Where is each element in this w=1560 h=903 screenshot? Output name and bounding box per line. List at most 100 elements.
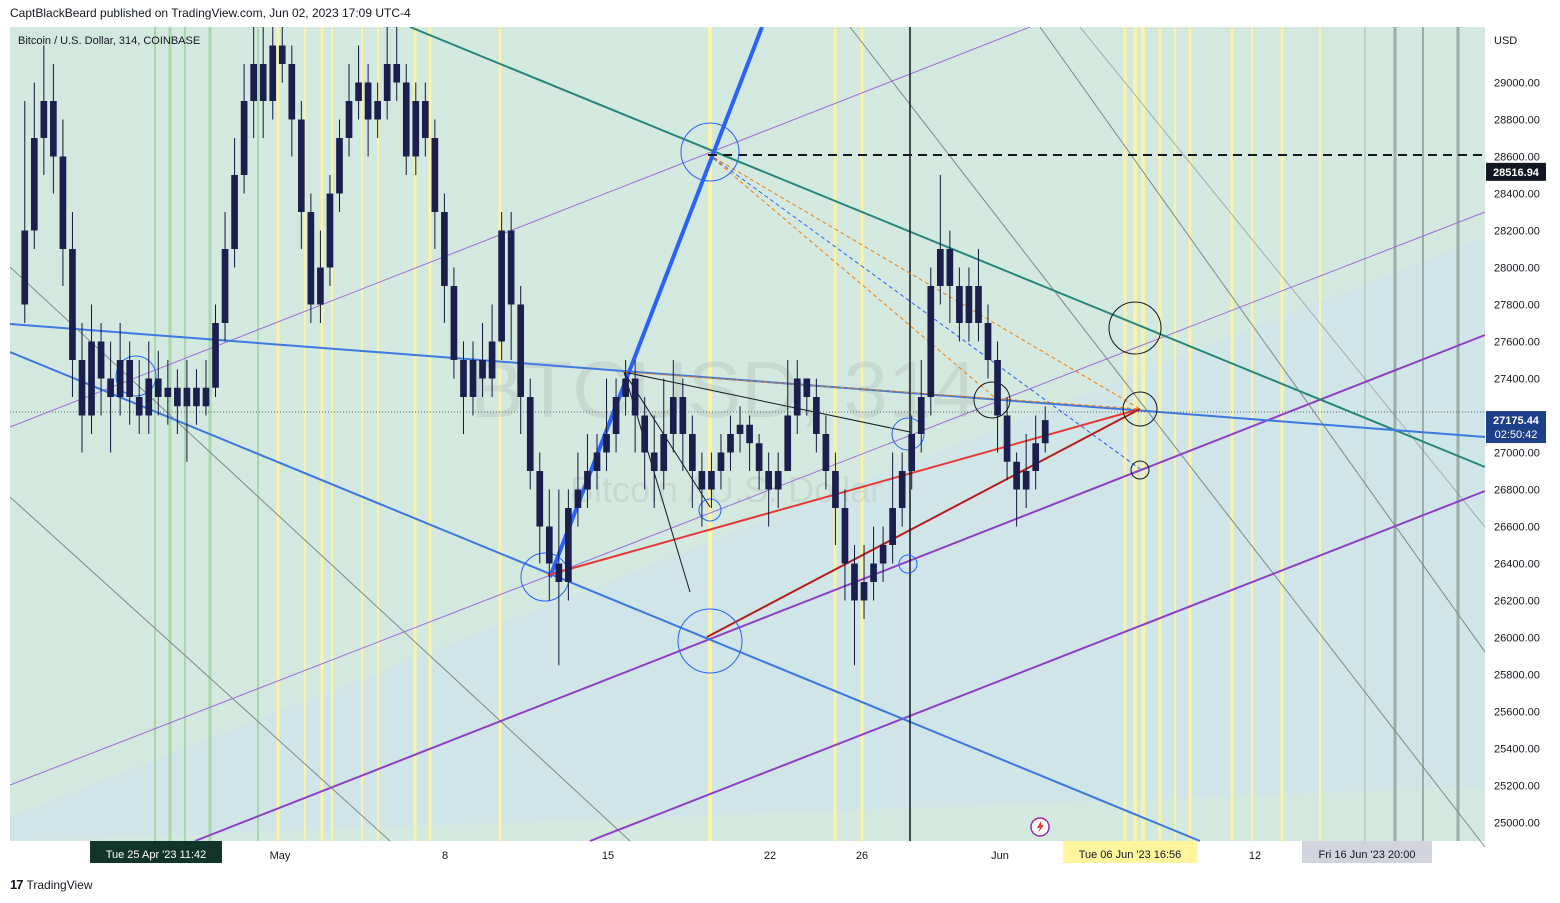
- candle: [593, 434, 601, 490]
- candle: [40, 45, 48, 175]
- price-tick-label: 25600.00: [1494, 707, 1540, 719]
- chart-area[interactable]: BTCUSD, 314 Bitcoin / U.S. Dollar: [10, 27, 1550, 867]
- candle-body: [708, 471, 715, 490]
- purple-line-1: [194, 334, 1486, 842]
- candle: [860, 545, 868, 619]
- price-labels: 28516.94 27175.44 02:50:42: [1486, 162, 1546, 444]
- chart-canvas[interactable]: BTCUSD, 314 Bitcoin / U.S. Dollar: [10, 27, 1550, 867]
- candle: [364, 64, 372, 157]
- candle-body: [956, 286, 963, 323]
- candle-body: [1013, 461, 1020, 490]
- candle: [736, 406, 744, 453]
- candle-body: [1041, 420, 1049, 444]
- candle: [21, 101, 29, 323]
- price-tick-label: 29000.00: [1494, 78, 1540, 90]
- price-tick-label: 28600.00: [1494, 152, 1540, 164]
- candle: [536, 452, 544, 564]
- level-price-box: [1486, 162, 1546, 181]
- candle: [345, 64, 353, 157]
- candle: [383, 27, 391, 120]
- grey-line-2: [10, 496, 391, 842]
- candle-body: [30, 138, 38, 231]
- candle: [622, 360, 629, 416]
- candle: [813, 378, 820, 453]
- candle: [231, 138, 238, 268]
- candle: [660, 378, 668, 490]
- candle: [326, 175, 334, 286]
- candle: [975, 249, 982, 342]
- candle: [669, 360, 677, 453]
- time-axis[interactable]: May 8 15 22 26 Jun 12 Tue 25 Apr '23 11:42 Tue 0…: [90, 841, 1432, 863]
- crosshair-date-label-box: [90, 841, 222, 863]
- current-price-label: 27175.44: [1493, 415, 1540, 427]
- candle-body: [460, 360, 467, 397]
- candle-body: [1032, 443, 1040, 471]
- candle: [879, 526, 887, 582]
- candle-body: [574, 489, 582, 508]
- candle: [822, 415, 830, 490]
- candle: [307, 193, 315, 323]
- lightning-icon[interactable]: [1030, 817, 1050, 837]
- candle-body: [631, 378, 639, 416]
- future-date-label-1-box: [1063, 841, 1197, 863]
- candle: [727, 415, 734, 471]
- candle: [288, 45, 296, 157]
- purple-thin-mid: [10, 211, 1486, 786]
- candle-body: [221, 249, 229, 323]
- price-tick-label: 26400.00: [1494, 559, 1540, 571]
- candle-body: [402, 82, 410, 157]
- candle: [774, 452, 782, 508]
- candle: [135, 360, 143, 434]
- candle-body: [88, 341, 95, 416]
- candle-body: [774, 471, 782, 490]
- symbol-line: Bitcoin / U.S. Dollar, 314, COINBASE: [18, 35, 201, 47]
- candle-body: [545, 526, 553, 564]
- candle: [889, 452, 896, 564]
- candle-body: [679, 397, 687, 434]
- price-tick-label: 27600.00: [1494, 337, 1540, 349]
- candle-body: [40, 101, 48, 138]
- candle: [698, 452, 706, 527]
- candle: [746, 415, 753, 471]
- price-tick-label: 25200.00: [1494, 781, 1540, 793]
- candle: [460, 341, 467, 434]
- candle-body: [965, 286, 973, 323]
- currency-label: USD: [1494, 35, 1517, 47]
- future-date-label-1-text: Tue 06 Jun '23 16:56: [1079, 849, 1182, 861]
- candle-body: [450, 286, 458, 360]
- candle-body: [231, 175, 238, 249]
- candle-body: [183, 387, 191, 407]
- candle-body: [202, 387, 210, 407]
- candle: [584, 434, 591, 508]
- candle: [631, 360, 639, 453]
- candle-body: [431, 138, 439, 212]
- current-price-box: [1486, 411, 1546, 444]
- candle: [1032, 415, 1040, 490]
- black-line-2: [623, 371, 911, 433]
- future-date-label-1: Tue 06 Jun '23 16:56: [1063, 841, 1197, 863]
- candle: [193, 369, 200, 425]
- candle-body: [345, 101, 353, 138]
- candle: [1003, 397, 1011, 481]
- candle: [374, 82, 381, 138]
- blue-line-flat: [10, 323, 1486, 438]
- candle-body: [278, 45, 286, 64]
- candle: [917, 360, 925, 453]
- price-tick-label: 26000.00: [1494, 633, 1540, 645]
- candlesticks[interactable]: [21, 27, 1049, 666]
- grey-line-4: [849, 27, 1486, 848]
- candle-body: [116, 360, 124, 397]
- candle-body: [784, 415, 792, 471]
- candle-body: [517, 304, 525, 397]
- candle: [431, 119, 439, 249]
- time-tick-label: 26: [856, 850, 868, 862]
- candle: [116, 323, 124, 416]
- candle: [469, 341, 477, 416]
- candle-body: [755, 443, 763, 471]
- countdown-label: 02:50:42: [1495, 429, 1538, 441]
- tradingview-logo-icon: 17: [10, 877, 24, 892]
- candle: [994, 341, 1001, 453]
- candle-body: [917, 397, 925, 434]
- candle-body: [555, 563, 563, 582]
- candle-body: [193, 387, 200, 407]
